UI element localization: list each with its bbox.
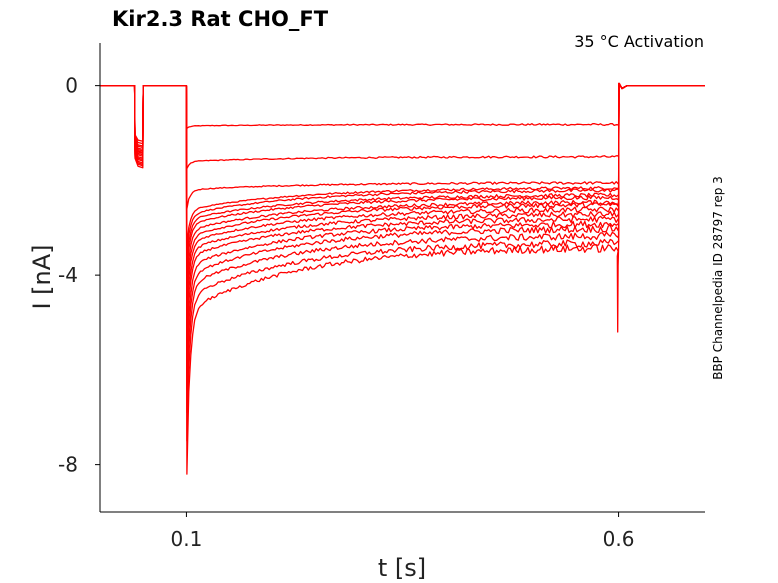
y-tick-label: 0 [65, 74, 78, 98]
chart-title: Kir2.3 Rat CHO_FT [112, 7, 329, 31]
trace-group [100, 82, 705, 475]
current-trace [100, 82, 705, 371]
current-trace [100, 82, 705, 170]
current-trace [100, 82, 705, 142]
current-trace [100, 82, 705, 267]
current-trace [100, 82, 705, 390]
current-trace [100, 82, 705, 276]
current-trace [100, 82, 705, 305]
current-trace [100, 82, 705, 319]
x-tick-label: 0.6 [603, 527, 635, 551]
current-trace [100, 82, 705, 352]
current-trace [100, 82, 705, 248]
y-axis-label: I [nA] [28, 244, 56, 309]
current-trace [100, 82, 705, 257]
current-trace [100, 82, 705, 475]
source-note: BBP Channelpedia ID 28797 rep 3 [711, 176, 725, 380]
current-trace [100, 82, 705, 210]
current-trace [100, 82, 705, 414]
y-tick-group: 0 -4 -8 [58, 74, 100, 477]
y-tick-label: -8 [58, 453, 78, 477]
current-trace [100, 82, 705, 290]
y-tick-label: -4 [58, 263, 78, 287]
x-tick-label: 0.1 [171, 527, 203, 551]
current-trace [100, 82, 705, 333]
chart-subtitle: 35 °C Activation [574, 32, 704, 51]
x-axis-label: t [s] [378, 554, 426, 582]
x-tick-group: 0.1 0.6 [171, 512, 635, 551]
